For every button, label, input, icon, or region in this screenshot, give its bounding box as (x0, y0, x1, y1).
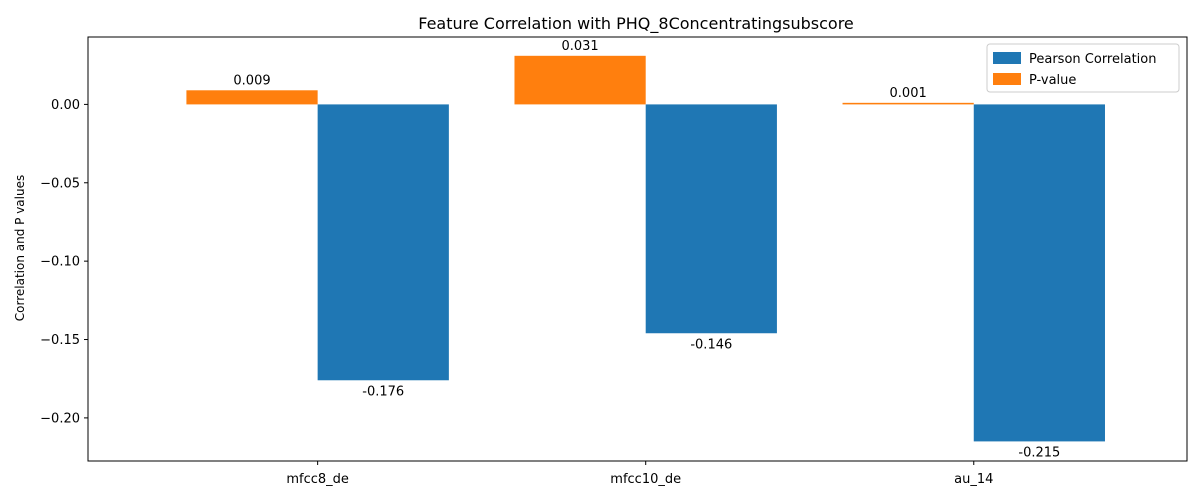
bar-p-value-2 (842, 102, 974, 105)
y-tick-label: 0.00 (51, 98, 80, 113)
data-label: 0.031 (561, 39, 598, 54)
bar-pearson-correlation-0 (317, 104, 449, 381)
x-tick-label: au_14 (954, 472, 993, 487)
y-tick-label: −0.20 (40, 411, 80, 426)
bar-p-value-1 (514, 55, 646, 105)
legend-label: P-value (1029, 73, 1076, 88)
legend-swatch (993, 52, 1021, 64)
chart-title: Feature Correlation with PHQ_8Concentrat… (418, 14, 854, 34)
data-label: 0.009 (233, 73, 270, 88)
legend-swatch (993, 73, 1021, 85)
axes-frame (87, 36, 1188, 462)
bar-p-value-0 (186, 90, 318, 105)
y-axis-label: Correlation and P values (13, 175, 27, 321)
data-label: -0.176 (362, 384, 404, 399)
y-tick-label: −0.05 (40, 176, 80, 191)
plot-area: 0.009 0.031 0.001 -0.176 -0.146 -0.215 0.00 −0.… (40, 36, 1188, 487)
y-tick-label: −0.15 (40, 333, 80, 348)
data-label: 0.001 (890, 86, 927, 101)
x-tick-label: mfcc10_de (610, 472, 681, 487)
y-tick-label: −0.10 (40, 255, 80, 270)
legend-label: Pearson Correlation (1029, 52, 1156, 67)
bar-pearson-correlation-1 (645, 104, 777, 334)
legend: Pearson Correlation P-value (986, 43, 1180, 93)
x-tick-label: mfcc8_de (286, 472, 349, 487)
bar-pearson-correlation-2 (973, 104, 1105, 442)
data-label: -0.146 (690, 337, 732, 352)
legend-box (986, 43, 1180, 93)
data-label: -0.215 (1018, 445, 1060, 460)
